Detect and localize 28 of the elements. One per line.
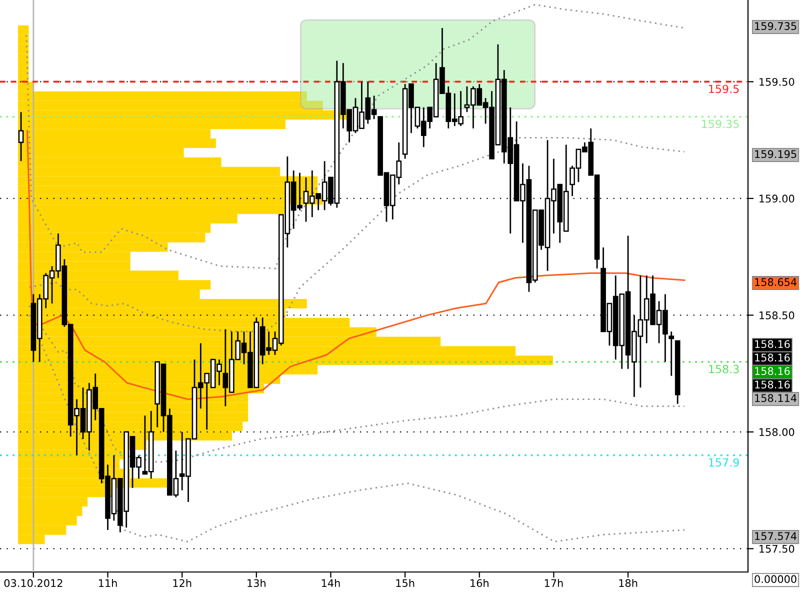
x-tick-label: 15h — [396, 578, 414, 588]
ref-line-label: 158.3 — [709, 364, 739, 374]
y-tick-label: 158.00 — [760, 428, 794, 436]
x-tick-label: 13h — [248, 578, 266, 588]
ref-line-label: 157.9 — [709, 458, 739, 467]
text: 158.16 — [755, 354, 790, 362]
text: 158.114 — [755, 394, 796, 402]
x-tick-label: 18h — [619, 578, 638, 588]
text: 157.574 — [755, 532, 796, 540]
ref-line-label: 159.35 — [702, 120, 739, 128]
y-tick-label: 159.00 — [760, 194, 794, 203]
text: 158.654 — [755, 278, 796, 286]
text: 159.735 — [755, 22, 796, 30]
x-tick-label: 17h — [544, 578, 563, 587]
y-tick-label: 158.50 — [760, 311, 794, 320]
text: 0.00000 — [754, 575, 796, 584]
ref-line-label: 159.5 — [709, 84, 739, 94]
y-tick-label: 159.50 — [760, 78, 794, 86]
text: 158.16 — [755, 380, 790, 389]
text: 159.195 — [755, 150, 796, 158]
x-tick-label: 12h — [173, 578, 192, 587]
text: 158.16 — [755, 340, 790, 348]
x-tick-label: 16h — [470, 578, 488, 588]
x-tick-label: 14h — [322, 578, 340, 587]
x-tick-label: 03.10.2012 — [4, 579, 62, 588]
text: 158.16 — [755, 367, 790, 376]
y-tick-label: 157.50 — [760, 544, 794, 553]
x-tick-label: 11h — [98, 578, 117, 587]
